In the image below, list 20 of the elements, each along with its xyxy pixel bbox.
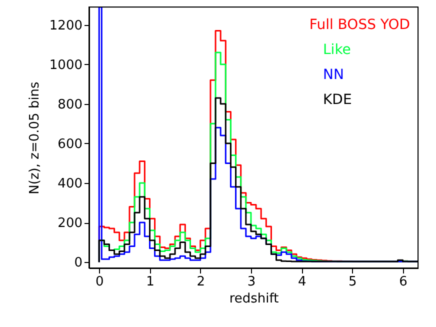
x-tick-label: 4: [298, 274, 306, 290]
y-tick-label: 1200: [49, 18, 82, 34]
text: Full BOSS YOD: [309, 17, 410, 33]
text: KDE: [323, 92, 352, 108]
x-tick-label: 1: [146, 274, 154, 290]
text: NN: [323, 67, 344, 83]
y-tick-label: 1000: [49, 58, 82, 73]
x-tick-label: 3: [247, 274, 256, 290]
y-tick-label: 400: [58, 176, 82, 192]
y-tick-label: 800: [58, 97, 82, 112]
x-axis-title: redshift: [229, 292, 279, 306]
y-tick-label: 0: [74, 256, 82, 271]
x-tick-label: 0: [95, 274, 104, 290]
y-tick-label: 600: [58, 136, 82, 152]
text: Like: [323, 42, 351, 58]
y-tick-label: 200: [58, 216, 82, 232]
x-tick-label: 6: [399, 274, 408, 290]
x-tick-label: 5: [348, 274, 357, 290]
y-axis-title: N(z), z=0.05 bins: [27, 81, 42, 194]
x-tick-label: 2: [196, 274, 205, 290]
